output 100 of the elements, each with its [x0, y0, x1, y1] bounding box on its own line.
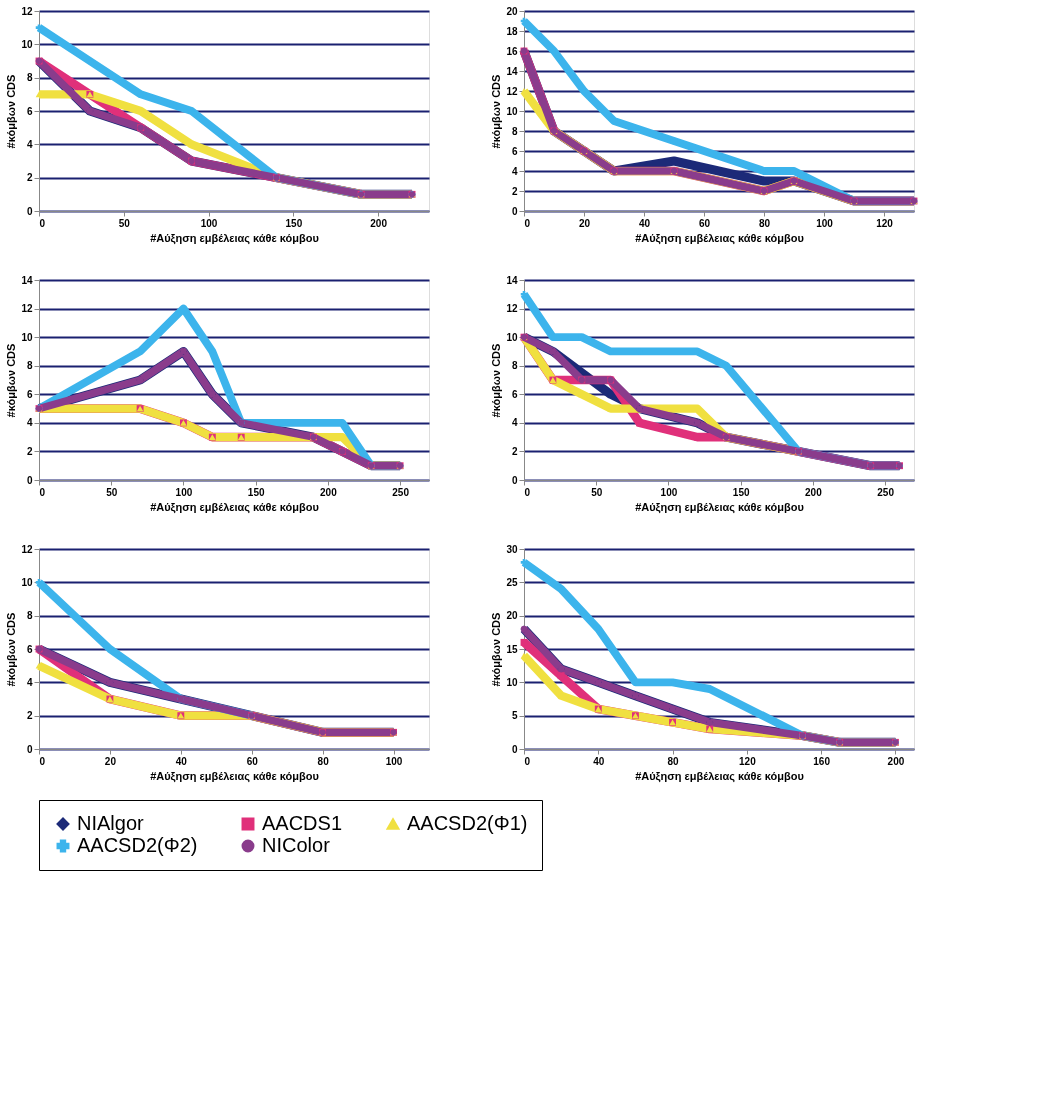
y-tick-label: 25 [506, 576, 518, 588]
x-tick-label: 150 [247, 486, 265, 498]
y-tick-label: 0 [511, 743, 518, 755]
y-tick-label: 10 [21, 576, 33, 588]
y-tick-label: 15 [506, 643, 518, 655]
y-tick-label: 14 [21, 274, 33, 286]
y-tick-label: 18 [506, 25, 518, 37]
x-tick-label: 40 [638, 217, 651, 229]
y-tick-label: 16 [506, 45, 518, 57]
x-tick-label: 100 [200, 217, 218, 229]
x-tick-label: 100 [660, 486, 678, 498]
y-tick-label: 6 [511, 145, 518, 157]
legend-label: NIAlgor [77, 812, 145, 834]
y-tick-label: 10 [506, 676, 518, 688]
y-tick-label: 0 [26, 743, 33, 755]
y-tick-label: 4 [26, 138, 33, 150]
y-tick-label: 12 [21, 543, 33, 555]
y-tick-label: 14 [506, 65, 518, 77]
y-axis-title: #κόμβων CDS [5, 343, 18, 418]
x-tick-label: 250 [392, 486, 410, 498]
x-tick-label: 40 [593, 755, 605, 767]
x-tick-label: 100 [385, 755, 403, 767]
y-tick-label: 4 [511, 165, 518, 177]
y-tick-label: 4 [511, 417, 518, 429]
y-tick-label: 0 [26, 205, 33, 217]
x-axis-title: #Αύξηση εμβέλειας κάθε κόμβου [635, 769, 804, 783]
legend-label: AACSD2(Φ2) [77, 834, 198, 856]
x-tick-label: 60 [698, 217, 711, 229]
x-tick-label: 20 [104, 755, 117, 767]
x-tick-label: 80 [317, 755, 330, 767]
x-tick-label: 200 [370, 217, 388, 229]
y-tick-label: 12 [21, 303, 33, 315]
y-axis-title: #κόμβων CDS [490, 612, 503, 687]
y-tick-label: 10 [21, 38, 33, 50]
y-axis-title: #κόμβων CDS [490, 74, 503, 149]
x-tick-label: 100 [816, 217, 834, 229]
y-tick-label: 20 [506, 610, 518, 622]
x-tick-label: 150 [285, 217, 303, 229]
y-tick-label: 8 [511, 125, 518, 137]
x-axis-title: #Αύξηση εμβέλειας κάθε κόμβου [635, 500, 804, 514]
y-tick-label: 2 [26, 710, 33, 722]
legend-label: AACDS1 [262, 812, 343, 834]
x-tick-label: 0 [524, 486, 531, 498]
y-tick-label: 10 [506, 105, 518, 117]
y-tick-label: 4 [26, 676, 33, 688]
x-tick-label: 160 [813, 755, 831, 767]
y-tick-label: 20 [506, 5, 518, 17]
x-tick-label: 0 [39, 755, 46, 767]
y-tick-label: 6 [26, 388, 33, 400]
x-tick-label: 200 [320, 486, 338, 498]
x-tick-label: 0 [39, 486, 46, 498]
y-tick-label: 14 [506, 274, 518, 286]
y-tick-label: 8 [511, 360, 518, 372]
y-axis-title: #κόμβων CDS [5, 74, 18, 149]
x-tick-label: 50 [118, 217, 131, 229]
y-tick-label: 8 [26, 360, 33, 372]
y-tick-label: 30 [506, 543, 518, 555]
y-tick-label: 2 [26, 445, 33, 457]
x-tick-label: 50 [591, 486, 603, 498]
y-tick-label: 6 [511, 388, 518, 400]
x-tick-label: 20 [578, 217, 591, 229]
y-tick-label: 2 [511, 445, 518, 457]
x-axis-title: #Αύξηση εμβέλειας κάθε κόμβου [635, 231, 804, 245]
x-tick-label: 0 [39, 217, 46, 229]
x-tick-label: 120 [739, 755, 757, 767]
x-tick-label: 200 [805, 486, 823, 498]
x-tick-label: 120 [876, 217, 894, 229]
x-tick-label: 100 [175, 486, 193, 498]
y-axis-title: #κόμβων CDS [5, 612, 18, 687]
x-tick-label: 40 [175, 755, 188, 767]
y-tick-label: 5 [511, 710, 518, 722]
y-tick-label: 2 [26, 172, 33, 184]
y-tick-label: 10 [506, 331, 518, 343]
x-tick-label: 250 [877, 486, 895, 498]
y-tick-label: 12 [21, 5, 33, 17]
legend-label: AACSD2(Φ1) [407, 812, 528, 834]
legend-label: NIColor [262, 834, 331, 856]
x-axis-title: #Αύξηση εμβέλειας κάθε κόμβου [150, 231, 319, 245]
y-tick-label: 8 [26, 72, 33, 84]
y-tick-label: 0 [511, 474, 518, 486]
x-tick-label: 0 [524, 217, 531, 229]
y-tick-label: 0 [511, 205, 518, 217]
x-tick-label: 80 [667, 755, 680, 767]
x-tick-label: 50 [106, 486, 118, 498]
x-tick-label: 150 [732, 486, 750, 498]
y-tick-label: 4 [26, 417, 33, 429]
y-tick-label: 10 [21, 331, 33, 343]
y-tick-label: 6 [26, 643, 33, 655]
x-axis-title: #Αύξηση εμβέλειας κάθε κόμβου [150, 769, 319, 783]
x-axis-title: #Αύξηση εμβέλειας κάθε κόμβου [150, 500, 319, 514]
y-tick-label: 0 [26, 474, 33, 486]
y-axis-title: #κόμβων CDS [490, 343, 503, 418]
y-tick-label: 2 [511, 185, 518, 197]
y-tick-label: 12 [506, 303, 518, 315]
x-tick-label: 0 [524, 755, 531, 767]
y-tick-label: 12 [506, 85, 518, 97]
x-tick-label: 80 [758, 217, 771, 229]
y-tick-label: 8 [26, 610, 33, 622]
x-tick-label: 200 [887, 755, 905, 767]
x-tick-label: 60 [246, 755, 259, 767]
